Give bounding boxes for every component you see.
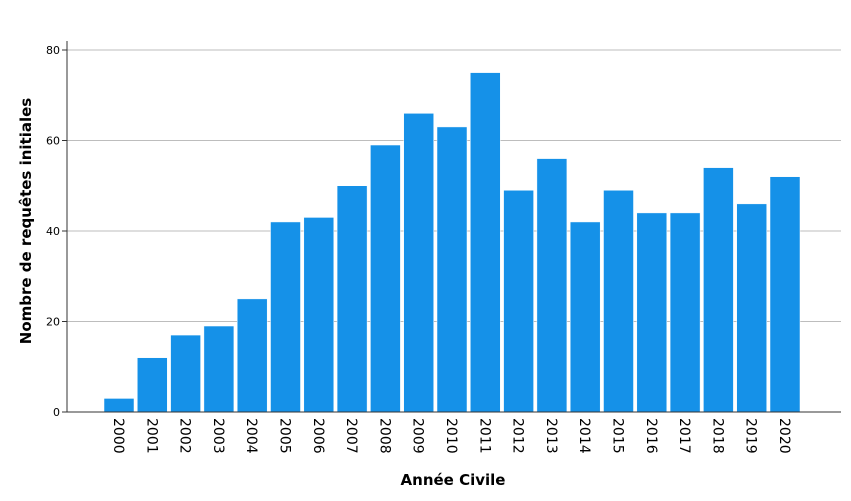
x-tick-label-2018: 2018: [709, 418, 725, 454]
x-tick-label-2014: 2014: [576, 418, 592, 454]
x-tick-label-2008: 2008: [376, 418, 392, 454]
bar-2012: [503, 190, 534, 413]
bar-2008: [370, 144, 401, 413]
bar-2020: [769, 176, 801, 413]
x-tick-labels: 2000 2001 2002 2003 2004 2005 2006 2007 2008 2009…: [110, 418, 792, 454]
bar-2000: [103, 398, 135, 413]
x-tick-label-2007: 2007: [343, 418, 359, 454]
bars: [103, 72, 801, 413]
bar-2010: [436, 126, 468, 413]
y-tick-label-0: 0: [53, 406, 60, 419]
x-tick-label-2012: 2012: [510, 418, 526, 454]
bar-2013: [536, 158, 568, 413]
bar-2018: [703, 167, 734, 413]
x-tick-label-2016: 2016: [643, 418, 659, 454]
y-axis-title: Nombre de requêtes initiales: [17, 98, 35, 345]
y-tick-labels: 0 20 40 60 80: [46, 44, 60, 419]
x-tick-label-2010: 2010: [443, 418, 459, 454]
x-tick-label-2004: 2004: [243, 418, 259, 454]
x-tick-label-2006: 2006: [310, 418, 326, 454]
x-tick-label-2005: 2005: [277, 418, 293, 454]
bar-2001: [137, 357, 168, 413]
x-tick-label-2013: 2013: [543, 418, 559, 454]
x-tick-label-2009: 2009: [410, 418, 426, 454]
x-tick-label-2000: 2000: [110, 418, 126, 454]
y-tick-label-60: 60: [46, 135, 60, 148]
x-tick-label-2015: 2015: [610, 418, 626, 454]
bar-2007: [336, 185, 368, 413]
bar-2004: [236, 298, 268, 413]
y-tick-label-40: 40: [46, 225, 60, 238]
y-tick-label-20: 20: [46, 316, 60, 329]
x-tick-label-2020: 2020: [776, 418, 792, 454]
y-tick-label-80: 80: [46, 44, 60, 57]
bar-2015: [603, 190, 634, 413]
x-tick-label-2017: 2017: [676, 418, 692, 454]
bar-2017: [669, 212, 701, 413]
x-tick-label-2003: 2003: [210, 418, 226, 454]
x-tick-label-2019: 2019: [743, 418, 759, 454]
x-tick-label-2001: 2001: [143, 418, 159, 454]
bar-2011: [470, 72, 501, 413]
bar-2014: [569, 221, 601, 413]
bar-2009: [403, 113, 434, 413]
x-tick-label-2011: 2011: [476, 418, 492, 454]
bar-2005: [270, 221, 301, 413]
bar-2019: [736, 203, 767, 413]
bar-2016: [636, 212, 668, 413]
bar-2003: [203, 325, 235, 413]
bar-2002: [170, 334, 201, 413]
axes: [62, 41, 841, 413]
x-tick-label-2002: 2002: [177, 418, 193, 454]
bar-2006: [303, 217, 335, 413]
x-axis-title: Année Civile: [401, 471, 506, 489]
